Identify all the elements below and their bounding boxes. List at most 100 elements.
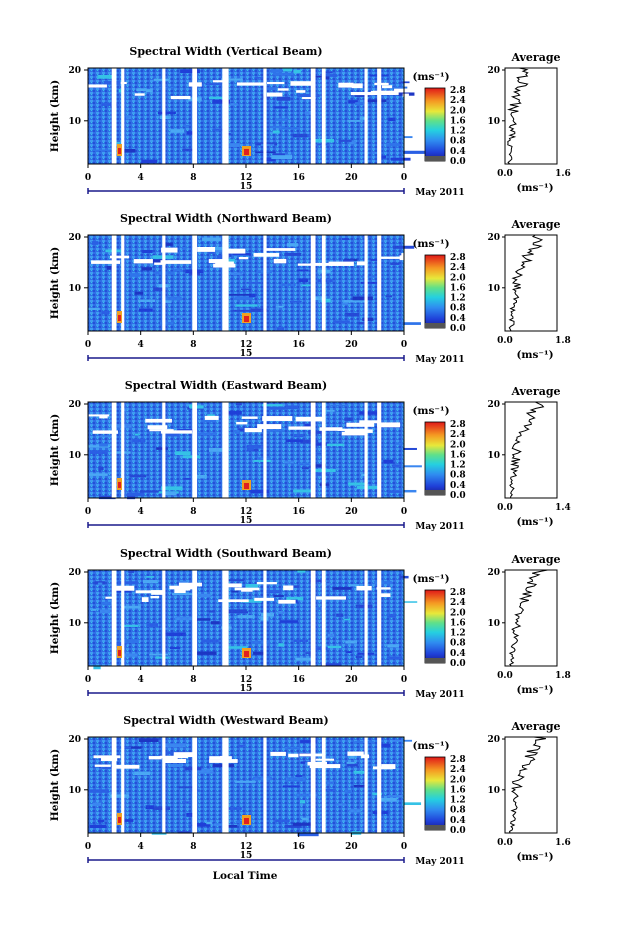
no-data-patch [302, 97, 316, 100]
x-tick-label: 16 [292, 173, 305, 183]
heatmap-cell [225, 240, 233, 243]
data-gap [263, 737, 267, 833]
heatmap-cell [310, 452, 323, 455]
colorbar-tick-label: 0.4 [450, 816, 466, 826]
y-tick-label: 10 [68, 117, 81, 127]
x-tick-label: 12 [240, 173, 253, 183]
heatmap-cell [301, 817, 309, 821]
heatmap-cell [279, 620, 298, 623]
heatmap-cell [153, 287, 165, 291]
x-tick-label: 0 [401, 340, 407, 350]
heatmap-cell [354, 95, 370, 97]
profile-y-tick-label: 20 [487, 735, 500, 745]
data-gap [222, 737, 229, 833]
date-suffix: May 2011 [415, 188, 464, 198]
panel-title: Spectral Width (Eastward Beam) [125, 379, 327, 392]
heatmap-cell [215, 249, 227, 253]
profile-frame [504, 736, 558, 834]
x-tick-label: 16 [292, 507, 305, 517]
no-data-patch [218, 599, 249, 603]
heatmap [87, 67, 425, 165]
x-tick-label: 8 [190, 173, 196, 183]
profile-title: Average [510, 553, 560, 566]
heatmap-cell [346, 761, 355, 764]
heatmap-cell [261, 404, 283, 407]
heatmap-cell [162, 751, 184, 755]
heatmap-cell [196, 474, 207, 479]
heatmap-cell [128, 570, 135, 573]
heatmap-cell [395, 442, 403, 445]
heatmap-cell [342, 302, 349, 305]
heatmap-cell [276, 305, 283, 308]
no-data-patch [105, 596, 116, 599]
heatmap-cell [348, 482, 367, 486]
x-tick-label: 16 [292, 675, 305, 685]
colorbar-tick-label: 0.4 [450, 481, 466, 491]
data-gap [364, 402, 368, 498]
no-data-patch [401, 253, 420, 258]
heatmap-cell [213, 823, 225, 826]
no-data-patch [394, 88, 420, 93]
heatmap-cell [312, 607, 326, 610]
heatmap-cell [182, 801, 192, 804]
heatmap-cell [357, 322, 365, 325]
no-data-patch [149, 429, 174, 432]
x-tick-label: 0 [401, 507, 407, 517]
heatmap-cell [283, 68, 293, 72]
no-data-patch [288, 426, 311, 430]
heatmap-cell [270, 69, 283, 73]
y-tick-label: 20 [68, 400, 81, 410]
no-data-patch [356, 261, 367, 266]
no-data-patch [277, 88, 289, 91]
y-tick-label: 20 [68, 568, 81, 578]
heatmap-cell [151, 832, 167, 835]
colorbar-tick-label: 1.6 [450, 450, 466, 460]
heatmap-cell [197, 770, 214, 774]
colorbar-tick-label: 0.0 [450, 826, 466, 836]
heatmap-cell [343, 618, 351, 621]
heatmap-cell [98, 466, 104, 471]
colorbar-tick-label: 0.0 [450, 659, 466, 669]
heatmap-cell [252, 776, 272, 781]
heatmap-cell [234, 429, 240, 434]
heatmap-cell [324, 755, 330, 760]
data-gap [121, 570, 125, 666]
profile-x-tick-label: 0.0 [497, 671, 513, 681]
heatmap-cell [97, 819, 105, 823]
heatmap-cell [162, 433, 180, 437]
no-data-patch [208, 259, 227, 263]
no-data-patch [160, 430, 192, 434]
heatmap-cell [250, 308, 268, 312]
colorbar-tick-label: 2.4 [450, 598, 466, 608]
colorbar-tick-label: 1.6 [450, 618, 466, 628]
no-data-patch [241, 588, 253, 592]
heatmap-cell [310, 75, 326, 78]
heatmap-cell [92, 608, 97, 611]
no-data-patch [91, 260, 121, 264]
heatmap-cell [239, 270, 245, 273]
colorbar-tick-label: 0.4 [450, 314, 466, 324]
data-gap [121, 68, 125, 164]
y-axis-label: Height (km) [49, 749, 61, 821]
heatmap-cell [388, 117, 396, 122]
date-label: 15 [240, 516, 253, 526]
heatmap-cell [194, 618, 211, 621]
heatmap-cell [263, 157, 276, 162]
heatmap-cell [122, 746, 142, 749]
heatmap-cell [354, 102, 364, 106]
heatmap-cell [268, 406, 286, 410]
no-data-patch [319, 427, 343, 431]
heatmap-cell [169, 647, 181, 649]
colorbar [424, 87, 446, 162]
data-gap [192, 737, 198, 833]
heatmap-cell [240, 288, 252, 291]
profile-title: Average [510, 385, 560, 398]
heatmap-cell [298, 278, 309, 283]
heatmap-cell [209, 447, 225, 452]
heatmap-cell [285, 439, 303, 443]
no-data-patch [402, 93, 409, 97]
heatmap-cell [387, 644, 399, 648]
no-data-patch [147, 425, 168, 430]
no-data-patch [373, 90, 396, 96]
heatmap-cell [292, 133, 308, 138]
